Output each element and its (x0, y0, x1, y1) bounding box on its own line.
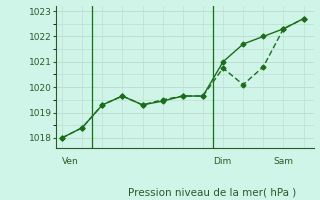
Text: Ven: Ven (62, 157, 79, 166)
Text: Sam: Sam (273, 157, 293, 166)
Text: Dim: Dim (213, 157, 231, 166)
X-axis label: Pression niveau de la mer( hPa ): Pression niveau de la mer( hPa ) (128, 188, 296, 198)
